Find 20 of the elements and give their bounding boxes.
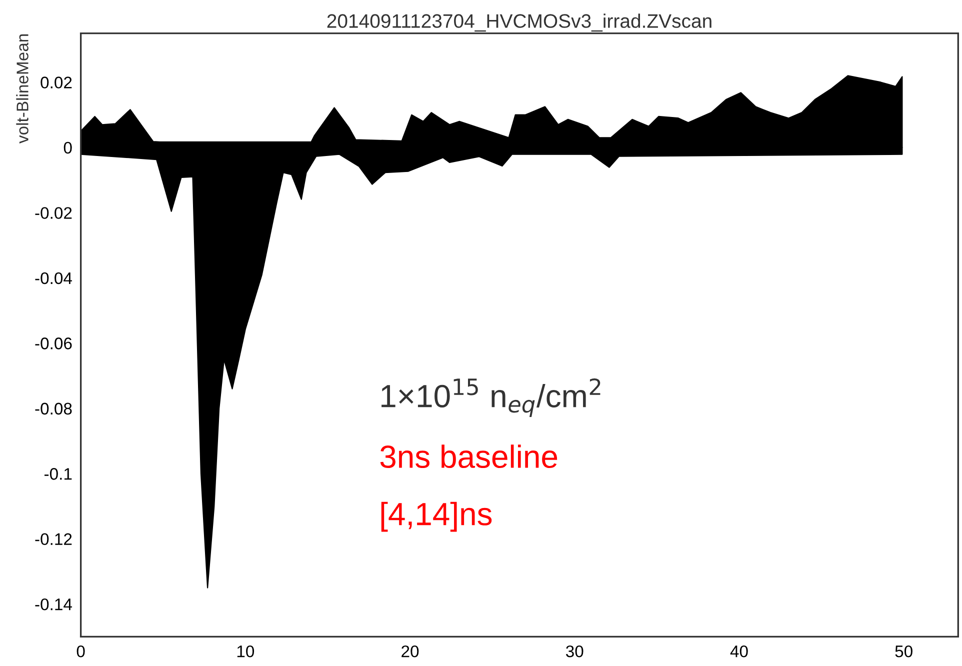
annotation: 1×10$^{15}$ n$_{eq}$/cm$^{2}$ (382, 378, 600, 418)
x-tick-label: 10 (237, 645, 254, 658)
y-tick-label: 0 (64, 142, 72, 154)
x-tick-label: 40 (730, 645, 748, 658)
x-tick-label: 30 (566, 645, 584, 658)
y-tick-label: -0.04 (35, 272, 72, 284)
y-tick-label: -0.02 (35, 207, 72, 219)
y-tick-label: -0.06 (35, 338, 72, 350)
x-tick-label: 0 (76, 645, 85, 658)
y-tick-label: 0.02 (40, 76, 72, 88)
x-tick-label: 20 (402, 645, 419, 658)
annotation: 3ns baseline (380, 444, 558, 468)
y-tick-label: -0.08 (35, 402, 72, 415)
y-axis-title: volt-BlineMean (16, 34, 28, 144)
annotation: [4,14]ns (381, 502, 492, 532)
chart-title: 20140911123704_HVCMOSv3_irrad.ZVscan (327, 14, 712, 32)
y-tick-label: -0.12 (35, 533, 72, 546)
y-tick-label: -0.14 (35, 598, 72, 610)
x-tick-label: 50 (895, 645, 912, 658)
y-tick-label: -0.1 (44, 468, 72, 480)
